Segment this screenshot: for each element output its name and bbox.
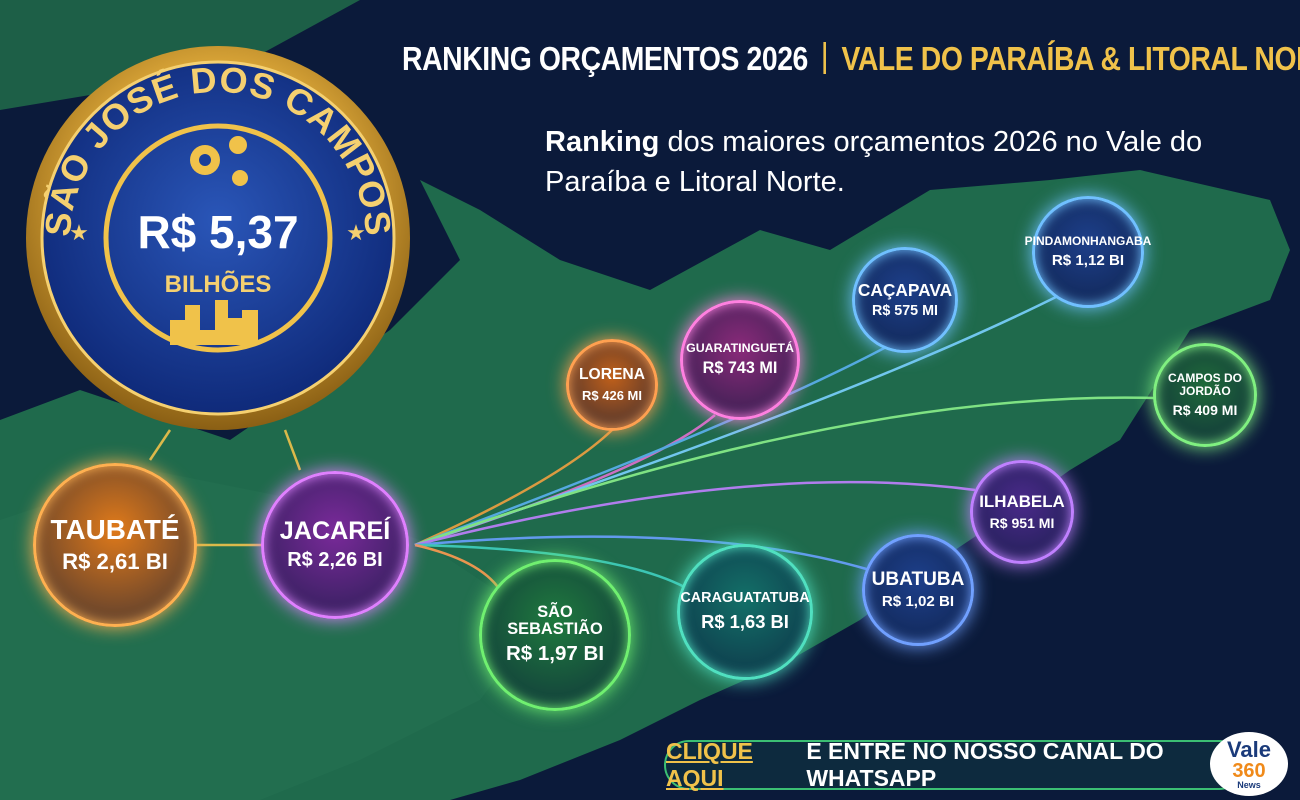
logo-sub: News (1237, 779, 1261, 790)
logo: Vale 360 News (1210, 732, 1288, 796)
city-node: TAUBATÉ R$ 2,61 BI (33, 463, 197, 627)
city-amount: R$ 1,12 BI (1051, 251, 1125, 269)
logo-number: 360 (1232, 759, 1266, 782)
whatsapp-button[interactable]: CLIQUE AQUI E ENTRE NO NOSSO CANAL DO WH… (664, 738, 1244, 791)
city-node: CARAGUATATUBA R$ 1,63 BI (677, 544, 813, 680)
city-name: UBATUBA (871, 568, 965, 590)
city-name: CAMPOS DO JORDÃO (1167, 371, 1242, 398)
subtitle: Ranking dos maiores orçamentos 2026 no V… (545, 122, 1265, 202)
city-node: GUARATINGUETÁ R$ 743 MI (680, 300, 800, 420)
city-name: CAÇAPAVA (857, 279, 953, 300)
city-node: CAÇAPAVA R$ 575 MI (852, 247, 958, 353)
cta-highlight[interactable]: CLIQUE AQUI (666, 738, 753, 791)
city-amount: R$ 1,97 BI (505, 642, 605, 666)
featured-amount: R$ 5,37 (137, 206, 298, 258)
star: ★ (69, 220, 89, 245)
title-left: RANKING ORÇAMENTOS 2026 (402, 40, 808, 77)
star: ★ (346, 220, 366, 245)
city-name: LORENA (579, 366, 645, 384)
city-amount: R$ 1,63 BI (701, 610, 789, 632)
city-node: ILHABELA R$ 951 MI (970, 460, 1074, 564)
city-name: TAUBATÉ (50, 514, 180, 546)
medallion-inner-ring (103, 123, 333, 353)
subtitle-bold: Ranking (545, 126, 660, 158)
city-node: LORENA R$ 426 MI (566, 339, 658, 431)
city-name: ILHABELA (979, 492, 1065, 512)
city-amount: R$ 2,61 BI (62, 548, 168, 574)
gears-icon (190, 136, 248, 186)
featured-unit: BILHÕES (165, 270, 272, 298)
title: RANKING ORÇAMENTOS 2026 VALE DO PARAÍBA &… (402, 40, 1300, 78)
city-name: PINDAMONHANGABA (1024, 234, 1152, 249)
city-amount: R$ 743 MI (702, 359, 778, 377)
city-name: SÃO SEBASTIÃO (507, 602, 603, 638)
city-name: GUARATINGUETÁ (686, 340, 794, 355)
city-node: CAMPOS DO JORDÃO R$ 409 MI (1153, 343, 1257, 447)
city-node: UBATUBA R$ 1,02 BI (862, 534, 974, 646)
city-node: PINDAMONHANGABA R$ 1,12 BI (1025, 196, 1151, 308)
connections (148, 293, 1156, 592)
separator (823, 42, 826, 74)
cta-text[interactable]: E ENTRE NO NOSSO CANAL DO WHATSAPP (806, 738, 1164, 791)
logo-name: Vale (1226, 736, 1272, 762)
skyline-icon (170, 300, 258, 345)
city-name: CARAGUATATUBA (680, 590, 810, 607)
city-amount: R$ 951 MI (989, 514, 1055, 531)
city-amount: R$ 409 MI (1172, 401, 1238, 418)
city-amount: R$ 2,26 BI (287, 548, 383, 571)
city-node: SÃO SEBASTIÃO R$ 1,97 BI (479, 559, 631, 711)
city-amount: R$ 575 MI (872, 303, 938, 320)
city-name: JACAREÍ (279, 517, 391, 546)
title-right: VALE DO PARAÍBA & LITORAL NORTE (841, 40, 1300, 77)
medallion (40, 60, 396, 416)
subtitle-rest: dos maiores orçamentos 2026 no Vale do P… (545, 126, 1203, 198)
city-amount: R$ 426 MI (582, 387, 642, 403)
city-node: JACAREÍ R$ 2,26 BI (261, 471, 409, 619)
city-amount: R$ 1,02 BI (881, 593, 955, 611)
